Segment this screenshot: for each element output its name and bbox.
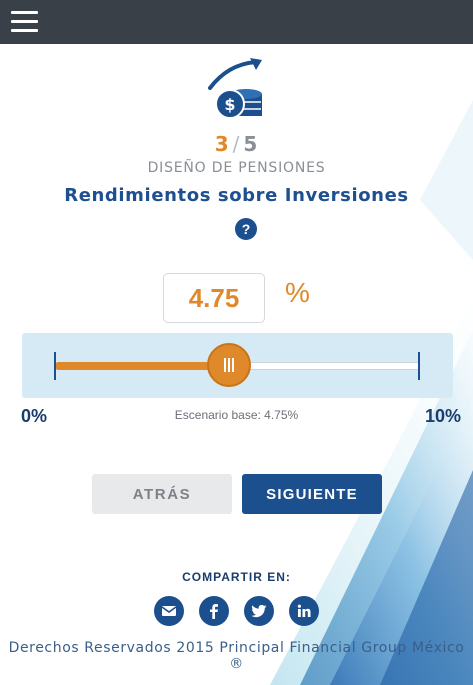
mail-icon[interactable] <box>154 596 184 626</box>
slider-min-label: 0% <box>21 406 48 426</box>
slider-max-label: 10% <box>424 406 461 426</box>
facebook-icon[interactable] <box>199 596 229 626</box>
step-total: 5 <box>243 132 259 156</box>
growth-coins-icon: $ <box>208 58 262 119</box>
step-indicator: 3/5 <box>0 132 473 156</box>
slider-min-tick <box>54 352 56 380</box>
percent-unit: % <box>285 277 310 308</box>
rate-value-input[interactable] <box>163 273 265 323</box>
section-title: DISEÑO DE PENSIONES <box>147 160 326 176</box>
linkedin-icon[interactable] <box>289 596 319 626</box>
slider-max-tick <box>418 352 420 380</box>
grip-icon <box>222 358 236 372</box>
rate-slider[interactable] <box>22 333 453 398</box>
slider-thumb[interactable] <box>206 343 251 387</box>
main-content: $ 3/5 DISEÑO DE PENSIONES Rendimientos s… <box>0 44 473 685</box>
svg-text:$: $ <box>224 95 235 114</box>
footer-copyright: Derechos Reservados 2015 Principal Finan… <box>8 640 465 672</box>
step-separator: / <box>232 132 241 156</box>
page-subtitle: Rendimientos sobre Inversiones <box>64 185 409 206</box>
top-bar <box>0 0 473 44</box>
share-label: COMPARTIR EN: <box>182 570 291 584</box>
help-icon[interactable]: ? <box>235 218 257 240</box>
step-current: 3 <box>214 132 230 156</box>
slider-fill <box>56 362 229 370</box>
twitter-icon[interactable] <box>244 596 274 626</box>
base-scenario-text: Escenario base: 4.75% <box>174 408 299 422</box>
back-button[interactable]: ATRÁS <box>92 474 232 514</box>
next-button[interactable]: SIGUIENTE <box>242 474 382 514</box>
hamburger-menu-icon[interactable] <box>11 10 38 34</box>
